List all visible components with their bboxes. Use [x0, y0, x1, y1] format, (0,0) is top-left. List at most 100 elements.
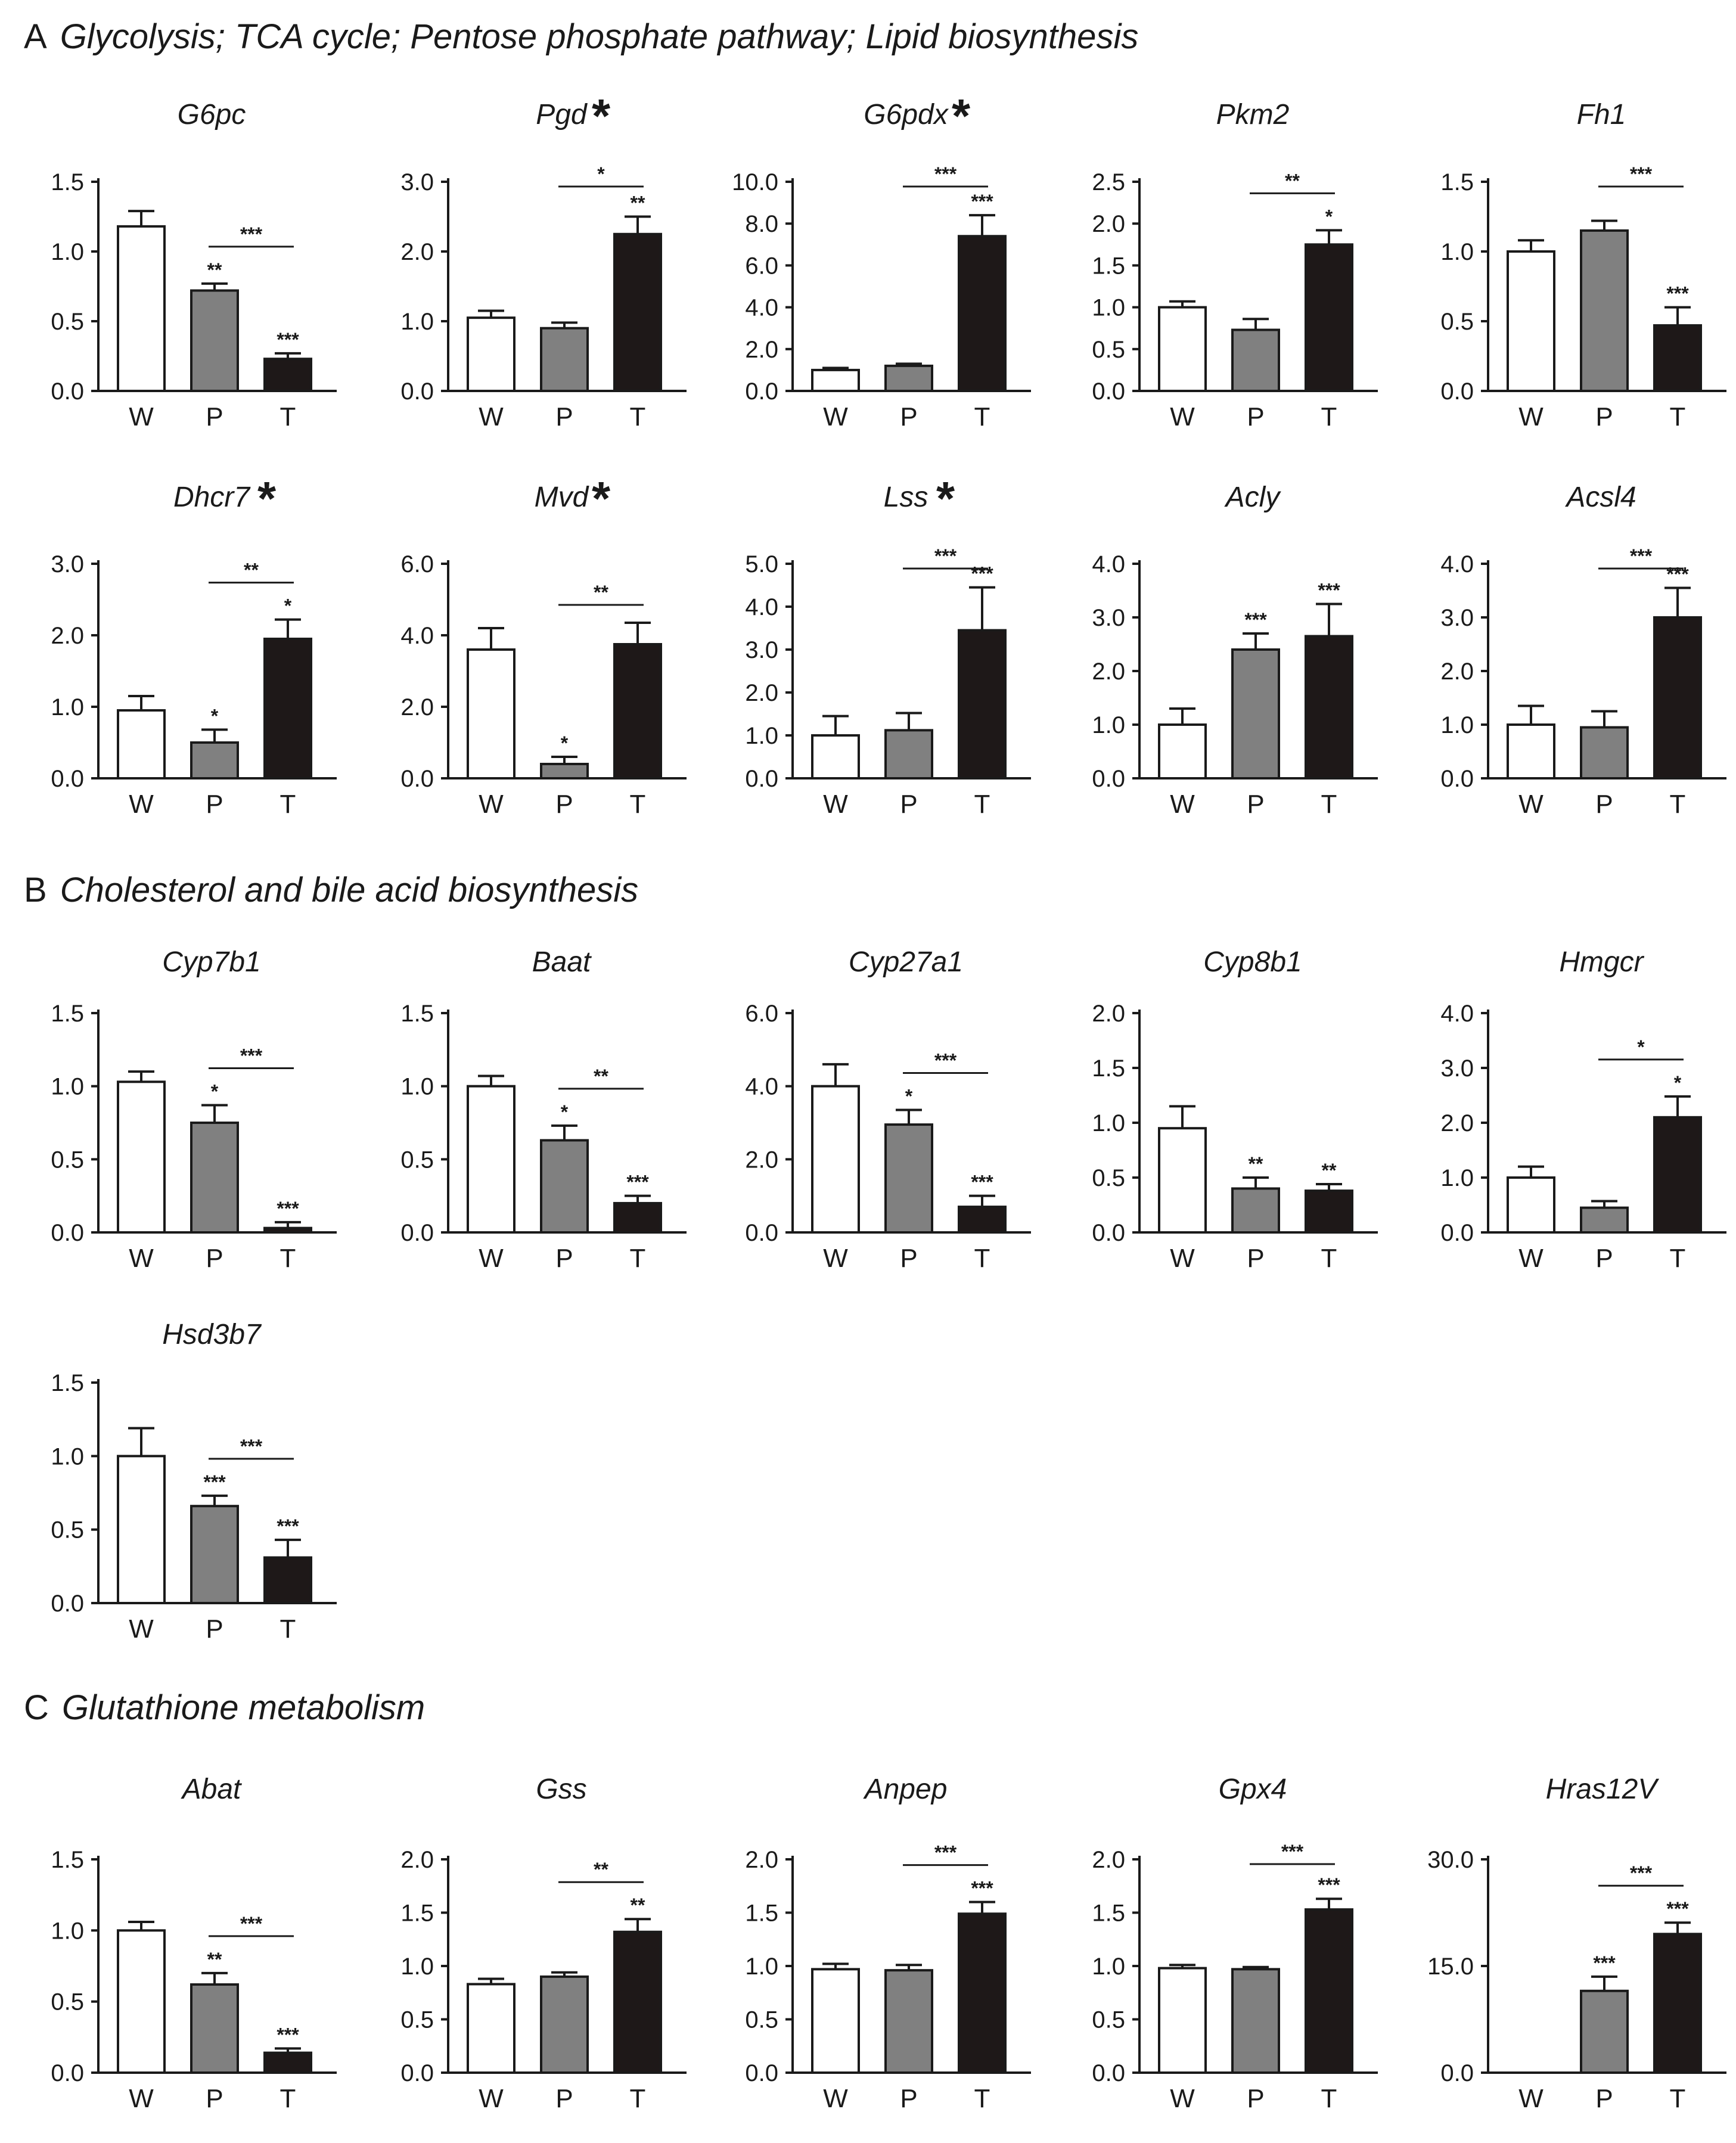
x-tick-label: P [1595, 402, 1613, 431]
chart-anpep: Anpep 0.0 0.5 1.0 1.5 2.0 W P *** T *** [745, 1774, 1031, 2113]
bar-significance: *** [1666, 564, 1689, 585]
bracket-significance: *** [934, 545, 957, 567]
x-tick-label: W [1518, 402, 1544, 431]
y-tick-label: 0.0 [1092, 2060, 1125, 2086]
y-tick-label: 2.0 [51, 623, 84, 649]
x-tick-label: T [1321, 790, 1337, 819]
bar-t [1653, 324, 1702, 393]
x-tick-label: P [555, 790, 573, 819]
x-tick-label: T [1670, 1244, 1686, 1273]
chart-title: Gss [536, 1774, 586, 1805]
chart-title: Hmgcr [1559, 946, 1644, 978]
bar-w [467, 1085, 515, 1234]
y-tick-label: 1.0 [1440, 1165, 1474, 1191]
x-tick-label: P [206, 790, 223, 819]
y-tick-label: 1.5 [400, 1900, 434, 1927]
x-tick-label: T [280, 402, 296, 431]
y-tick-label: 6.0 [745, 253, 778, 279]
x-tick-label: P [900, 790, 917, 819]
y-tick-label: 0.5 [1092, 337, 1125, 363]
chart-acsl4: Acsl4 0.0 1.0 2.0 3.0 4.0 W P *** T *** [1440, 482, 1726, 819]
y-tick-label: 2.0 [1440, 659, 1474, 685]
y-tick-label: 3.0 [745, 637, 778, 663]
section-b-title: B Cholesterol and bile acid biosynthesis [24, 871, 639, 909]
bracket-significance: ** [594, 1066, 608, 1087]
bar-significance: *** [971, 1878, 993, 1899]
chart-title: Cyp7b1 [162, 946, 260, 978]
y-tick-label: 1.0 [1092, 295, 1125, 321]
bar-w [467, 316, 515, 393]
y-tick-label: 0.0 [51, 1220, 84, 1246]
bar-significance: * [905, 1086, 913, 1107]
bracket-significance: *** [240, 223, 263, 245]
bar-significance: *** [1666, 283, 1689, 305]
y-tick-label: 2.0 [1092, 1847, 1125, 1873]
bar-t [1653, 1933, 1702, 2074]
y-tick-label: 0.0 [745, 1220, 778, 1246]
chart-cyp7b1: Cyp7b1 0.0 0.5 1.0 1.5 W * P *** T *** [51, 946, 337, 1273]
x-tick-label: W [823, 402, 848, 431]
bar-p [884, 1969, 933, 2074]
y-tick-label: 0.5 [1440, 309, 1474, 335]
x-tick-label: W [129, 1244, 154, 1273]
y-tick-label: 1.5 [1092, 1055, 1125, 1082]
y-tick-label: 1.0 [51, 694, 84, 720]
bar-p [1231, 1187, 1280, 1234]
bracket-significance: * [1637, 1036, 1645, 1058]
y-tick-label: 1.0 [1440, 239, 1474, 265]
y-tick-label: 2.0 [745, 337, 778, 363]
y-tick-label: 0.0 [51, 378, 84, 405]
y-tick-label: 0.0 [400, 1220, 434, 1246]
x-tick-label: T [1670, 790, 1686, 819]
y-tick-label: 6.0 [745, 1001, 778, 1027]
significance-star-icon: * [257, 472, 277, 525]
y-tick-label: 1.5 [51, 1847, 84, 1873]
chart-mvd: Mvd *0.02.04.06.0W*P T** [400, 472, 687, 819]
significance-star-icon: * [936, 472, 955, 525]
chart-lss: Lss * 0.0 1.0 2.0 3.0 4.0 5.0 W P *** T *** [745, 472, 1031, 819]
x-tick-label: T [280, 790, 296, 819]
bar-w [811, 1968, 860, 2074]
x-tick-label: W [823, 2084, 848, 2113]
chart-cyp27a1: Cyp27a1 0.0 2.0 4.0 6.0 W * P *** T *** [745, 946, 1031, 1273]
y-tick-label: 1.0 [51, 1074, 84, 1100]
bar-significance: * [284, 595, 292, 617]
y-tick-label: 2.5 [1092, 169, 1125, 195]
significance-star-icon: * [952, 89, 971, 142]
y-tick-label: 4.0 [1092, 551, 1125, 577]
y-tick-label: 0.5 [51, 1147, 84, 1173]
bar-w [117, 1455, 166, 1604]
bar-significance: * [561, 732, 569, 754]
x-tick-label: T [630, 402, 646, 431]
y-tick-label: 0.5 [745, 2007, 778, 2033]
chart-title: G6pc [178, 99, 246, 131]
bar-w [1507, 1176, 1555, 1234]
bracket-significance: ** [594, 582, 608, 603]
x-tick-label: T [630, 2084, 646, 2113]
x-tick-label: W [129, 402, 154, 431]
chart-title: Pkm2 [1216, 99, 1290, 131]
bar-significance: *** [277, 2024, 299, 2045]
x-tick-label: P [900, 402, 917, 431]
bracket-significance: ** [1285, 170, 1300, 191]
x-tick-label: P [1247, 402, 1264, 431]
bar-t [263, 1226, 312, 1234]
x-tick-label: T [1670, 2084, 1686, 2113]
x-tick-label: P [206, 402, 223, 431]
bar-t [958, 629, 1007, 779]
bar-significance: *** [1593, 1952, 1616, 1974]
x-tick-label: P [1595, 790, 1613, 819]
x-tick-label: T [974, 1244, 990, 1273]
bar-w [811, 734, 860, 779]
bar-w [1158, 1127, 1207, 1234]
bracket-significance: *** [934, 1842, 957, 1864]
chart-hras12v: Hras12V 0.0 15.0 30.0 W *** P *** T *** [1427, 1774, 1726, 2113]
y-tick-label: 0.0 [1440, 766, 1474, 792]
chart-abat: Abat 0.0 0.5 1.0 1.5 W ** P *** T *** [51, 1774, 337, 2113]
y-tick-label: 0.5 [1092, 2007, 1125, 2033]
bar-t [958, 1912, 1007, 2074]
y-tick-label: 2.0 [1440, 1110, 1474, 1136]
x-tick-label: T [1670, 402, 1686, 431]
y-tick-label: 2.0 [400, 1847, 434, 1873]
section-a-title: A Glycolysis; TCA cycle; Pentose phosphat… [24, 17, 1139, 56]
